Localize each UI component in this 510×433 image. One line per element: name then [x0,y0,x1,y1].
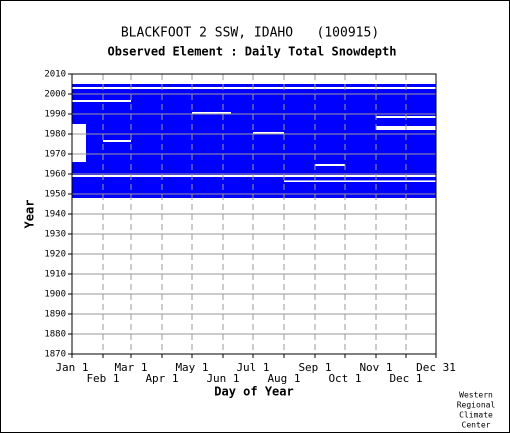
x-tick-label: Aug 1 [267,372,300,385]
y-tick-label: 1940 [44,210,66,220]
x-tick-label: May 1 [175,361,208,374]
y-tick-label: 1980 [44,130,66,140]
missing-block [103,140,131,142]
missing-block [72,100,131,102]
y-tick-label: 1870 [44,350,66,360]
x-tick-label: Feb 1 [86,372,119,385]
x-tick-label: Sep 1 [298,361,331,374]
chart-title: BLACKFOOT 2 SSW, IDAHO (100915) [121,26,379,41]
missing-block [284,180,436,182]
credit-line: Western [459,391,493,400]
x-tick-label: Jul 1 [236,361,269,374]
y-tick-label: 1930 [44,230,66,240]
x-tick-label: Dec 1 [389,372,422,385]
chart-subtitle: Observed Element : Daily Total Snowdepth [108,45,397,59]
y-axis-label: Year [23,200,37,229]
missing-block [192,112,231,114]
x-tick-label: Dec 31 [416,361,456,374]
plot-border [71,73,437,355]
y-tick-label: 1990 [44,110,66,120]
x-tick-label: Nov 1 [359,361,392,374]
y-tick-label: 1900 [44,290,66,300]
x-tick-label: Oct 1 [328,372,361,385]
x-axis-label: Day of Year [214,385,293,399]
y-tick-label: 2010 [44,70,66,80]
missing-block [315,164,345,166]
missing-block [72,124,86,162]
missing-block [72,175,436,177]
credit-line: Climate [459,411,493,420]
y-tick-label: 2000 [44,90,66,100]
x-tick-label: Jan 1 [55,361,88,374]
x-tick-label: Mar 1 [114,361,147,374]
y-tick-label: 1950 [44,190,66,200]
data-block [72,84,436,198]
credit-line: Regional [457,401,496,410]
y-tick-label: 1970 [44,150,66,160]
x-tick-label: Jun 1 [206,372,239,385]
missing-block [72,87,436,89]
y-tick-label: 1880 [44,330,66,340]
x-tick-label: Apr 1 [145,372,178,385]
credit-line: Center [462,421,491,430]
y-tick-label: 1920 [44,250,66,260]
y-tick-label: 1960 [44,170,66,180]
y-tick-label: 1890 [44,310,66,320]
y-tick-label: 1910 [44,270,66,280]
missing-block [253,132,284,134]
